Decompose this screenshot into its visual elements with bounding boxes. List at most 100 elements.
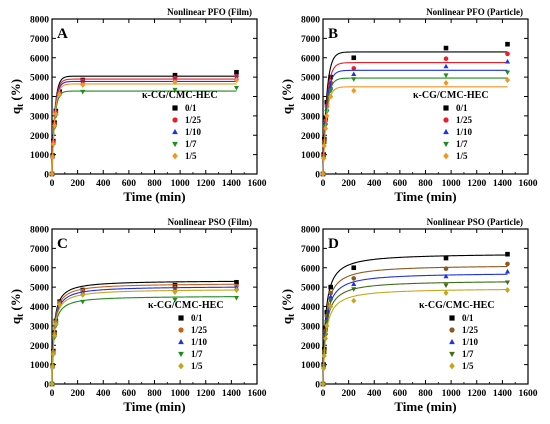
y-tick-label: 5000	[301, 284, 320, 294]
x-tick-label: 1400	[493, 389, 512, 399]
panel-a: 0 200 400 600 800 1000 1200 1400 1600 0 1000 2000 30…	[8, 7, 267, 204]
legend-marker	[443, 141, 449, 148]
legend-entry: 1/7	[456, 139, 468, 149]
y-tick-label: 1000	[301, 151, 320, 161]
data-point	[172, 87, 178, 93]
y-tick-label: 7000	[301, 35, 320, 45]
data-point	[49, 381, 55, 387]
legend-marker	[443, 128, 449, 135]
panel-title: Nonlinear PSO (Particle)	[427, 217, 523, 227]
legend-title: κ-CG/CMC-HEC	[419, 300, 495, 311]
y-tick-label: 2000	[301, 342, 320, 352]
legend-marker	[449, 315, 455, 321]
x-tick-label: 600	[122, 179, 137, 189]
panel-title: Nonlinear PSO (Film)	[168, 217, 252, 227]
y-tick-label: 3000	[301, 112, 320, 122]
data-point	[443, 45, 449, 51]
panel-c: 0 200 400 600 800 1000 1200 1400 1600 0 1000 2000 30…	[8, 217, 267, 414]
data-point	[328, 303, 334, 310]
series-1-5	[49, 77, 240, 177]
data-point	[504, 268, 511, 274]
x-tick-label: 1400	[493, 179, 512, 189]
x-tick-label: 1000	[171, 389, 190, 399]
x-tick-label: 400	[96, 179, 111, 189]
data-point	[233, 85, 240, 91]
x-tick-label: 1600	[519, 389, 538, 399]
data-point	[328, 294, 334, 299]
data-point	[504, 77, 511, 84]
legend: κ-CG/CMC-HEC 0/1 1/25 1/10 1/7 1/5	[142, 90, 218, 161]
data-point	[504, 287, 511, 294]
legend-entry: 1/5	[191, 361, 203, 371]
data-point	[321, 365, 327, 372]
y-tick-label: 2000	[301, 132, 320, 142]
legend-title: κ-CG/CMC-HEC	[413, 90, 489, 101]
fit-curve	[322, 51, 508, 175]
y-tick-label: 1000	[301, 361, 320, 371]
series-1-25	[320, 261, 510, 387]
legend-entry: 1/5	[456, 151, 468, 161]
data-point	[52, 122, 58, 129]
panel-letter: D	[328, 236, 339, 252]
y-tick-label: 0	[315, 171, 320, 181]
fit-curve	[322, 69, 508, 175]
legend: κ-CG/CMC-HEC 0/1 1/25 1/10 1/7 1/5	[413, 90, 489, 161]
y-tick-label: 3000	[301, 322, 320, 332]
y-tick-label: 3000	[30, 112, 49, 122]
legend-marker	[172, 141, 178, 148]
x-tick-label: 600	[393, 179, 408, 189]
series-0-1	[49, 69, 239, 177]
x-tick-label: 400	[367, 389, 382, 399]
data-point	[323, 125, 329, 132]
data-point	[443, 289, 449, 296]
data-point	[80, 291, 86, 298]
y-tick-label: 0	[44, 381, 49, 391]
legend-entry: 1/7	[462, 349, 474, 359]
data-point	[80, 299, 86, 305]
legend-marker	[178, 351, 184, 358]
legend-entry: 1/10	[191, 337, 208, 347]
x-tick-label: 600	[393, 389, 408, 399]
series-0-1	[320, 41, 510, 177]
legend-entry: 0/1	[191, 313, 203, 323]
data-point	[324, 112, 330, 119]
data-point	[505, 51, 510, 57]
y-axis-title: qt (%)	[8, 79, 25, 114]
x-axis-title: Time (min)	[394, 399, 456, 414]
legend: κ-CG/CMC-HEC 0/1 1/25 1/10 1/7 1/5	[148, 300, 224, 371]
data-point	[443, 63, 449, 69]
legend-marker	[449, 327, 455, 333]
x-tick-label: 200	[71, 179, 86, 189]
x-tick-label: 800	[418, 389, 433, 399]
legend-marker	[178, 315, 184, 321]
x-tick-label: 800	[147, 389, 162, 399]
x-tick-label: 1400	[222, 179, 241, 189]
y-tick-label: 0	[315, 381, 320, 391]
legend-marker	[172, 117, 178, 123]
data-point	[351, 265, 357, 271]
y-tick-label: 8000	[301, 16, 320, 26]
data-point	[443, 273, 449, 279]
data-point	[321, 352, 327, 359]
data-point	[172, 297, 178, 303]
x-tick-label: 1200	[196, 179, 215, 189]
data-point	[321, 155, 327, 162]
x-tick-label: 400	[367, 179, 382, 189]
legend-entry: 0/1	[185, 103, 197, 113]
y-tick-label: 4000	[301, 93, 320, 103]
data-point	[52, 332, 58, 339]
y-tick-label: 7000	[30, 35, 49, 45]
legend: κ-CG/CMC-HEC 0/1 1/25 1/10 1/7 1/5	[419, 300, 495, 371]
data-point	[443, 283, 449, 288]
data-point	[351, 287, 357, 292]
fit-curve	[322, 289, 508, 385]
legend-marker	[178, 362, 184, 370]
x-tick-label: 200	[342, 389, 357, 399]
y-tick-label: 6000	[30, 264, 49, 274]
data-point	[233, 77, 240, 84]
data-point	[172, 78, 178, 85]
data-point	[323, 335, 329, 342]
fit-curve	[51, 90, 237, 175]
legend-entry: 1/10	[462, 337, 479, 347]
